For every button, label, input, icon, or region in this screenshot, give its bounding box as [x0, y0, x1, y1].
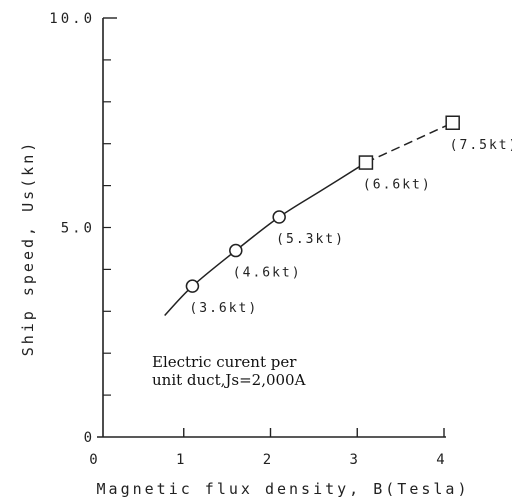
x-tick-label: 4 [436, 452, 447, 468]
data-labels: (3.6kt) (4.6kt) (5.3kt) (6.6kt) (7.5kt) [189, 138, 512, 316]
data-point-circle [273, 211, 285, 223]
data-point-square [446, 116, 459, 129]
x-tick-label: 0 [89, 452, 100, 468]
data-label: (5.3kt) [276, 232, 345, 247]
y-tick-label: 10.0 [49, 11, 95, 27]
series-line-dashed [366, 123, 453, 163]
y-axis-title: Ship speed, Us(kn) [19, 140, 37, 357]
x-tick-label: 2 [263, 452, 274, 468]
data-label: (4.6kt) [233, 266, 302, 281]
markers [186, 116, 459, 292]
data-label: (6.6kt) [363, 178, 432, 193]
annotation-line-2: unit duct,Js=2,000A [152, 371, 306, 389]
y-tick-label: 0 [84, 430, 95, 446]
data-label: (7.5kt) [450, 138, 512, 153]
x-tick-label: 1 [176, 452, 187, 468]
data-label: (3.6kt) [189, 301, 258, 316]
y-tick-label: 5.0 [61, 221, 95, 237]
annotation-line-1: Electric curent per [152, 353, 297, 371]
series-lines [165, 123, 453, 316]
x-tick-label: 3 [350, 452, 361, 468]
data-point-square [359, 156, 372, 169]
data-point-circle [230, 245, 242, 257]
x-axis-title: Magnetic flux density, B(Tesla) [97, 480, 470, 498]
data-point-circle [186, 280, 198, 292]
